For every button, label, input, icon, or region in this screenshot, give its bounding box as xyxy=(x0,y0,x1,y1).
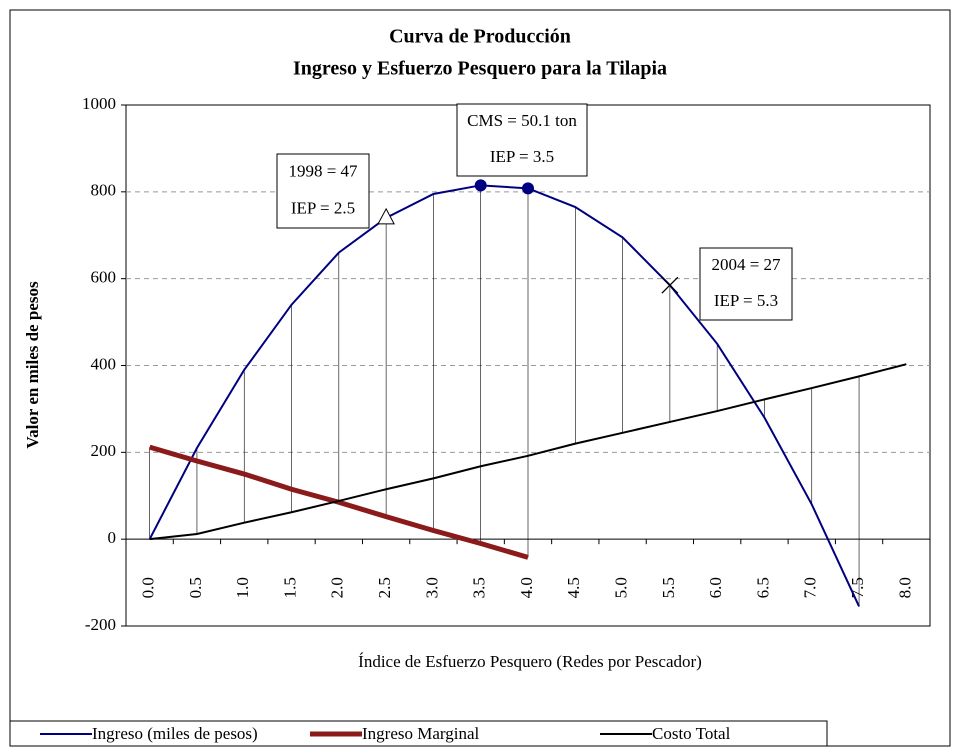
y-axis-label: Valor en miles de pesos xyxy=(23,281,42,449)
annotation-box xyxy=(276,153,370,229)
annotation-text: CMS = 50.1 ton xyxy=(467,111,577,130)
x-axis-label: Índice de Esfuerzo Pesquero (Redes por P… xyxy=(358,652,702,671)
y-tick-label: 200 xyxy=(91,441,117,460)
chart-subtitle: Ingreso y Esfuerzo Pesquero para la Tila… xyxy=(293,58,667,80)
y-tick-label: 1000 xyxy=(82,94,116,113)
y-tick-label: -200 xyxy=(85,615,116,634)
y-tick-label: 800 xyxy=(91,181,117,200)
chart-title: Curva de Producción xyxy=(389,26,571,48)
x-tick-label: 0.5 xyxy=(186,577,205,598)
legend xyxy=(9,720,828,747)
y-tick-label: 600 xyxy=(91,268,117,287)
marker-circle xyxy=(522,182,534,195)
marker-triangle xyxy=(377,207,395,225)
x-tick-label: 3.0 xyxy=(422,577,441,598)
x-tick-label: 2.5 xyxy=(375,577,394,598)
x-tick-label: 2.0 xyxy=(328,577,347,598)
annotation-text: IEP = 5.3 xyxy=(714,291,778,310)
annotation-text: 2004 = 27 xyxy=(711,255,781,274)
annotation-box xyxy=(699,247,793,321)
x-tick-label: 5.0 xyxy=(611,577,630,598)
x-tick-label: 1.5 xyxy=(280,577,299,598)
series-line xyxy=(148,184,860,607)
y-tick-label: 0 xyxy=(108,528,117,547)
legend-label: Costo Total xyxy=(652,724,731,743)
legend-label: Ingreso Marginal xyxy=(362,724,480,743)
x-tick-label: 1.0 xyxy=(233,577,252,598)
x-tick-label: 7.0 xyxy=(801,577,820,598)
marker-x xyxy=(661,276,679,294)
x-tick-label: 5.5 xyxy=(659,577,678,598)
x-tick-label: 8.0 xyxy=(895,577,914,598)
x-tick-label: 0.0 xyxy=(139,577,158,598)
annotation-text: IEP = 2.5 xyxy=(291,198,355,217)
x-tick-label: 4.5 xyxy=(564,577,583,598)
annotation-text: IEP = 3.5 xyxy=(490,147,554,166)
y-tick-label: 400 xyxy=(91,354,117,373)
x-tick-label: 6.5 xyxy=(753,577,772,598)
x-tick-label: 4.0 xyxy=(517,577,536,598)
series-line xyxy=(148,444,529,560)
annotation-box xyxy=(456,103,588,177)
x-tick-label: 6.0 xyxy=(706,577,725,598)
marker-circle xyxy=(474,179,487,192)
x-tick-label: 3.5 xyxy=(470,577,489,598)
legend-label: Ingreso (miles de pesos) xyxy=(92,724,258,743)
annotation-text: 1998 = 47 xyxy=(288,161,358,180)
series-line xyxy=(149,363,907,541)
